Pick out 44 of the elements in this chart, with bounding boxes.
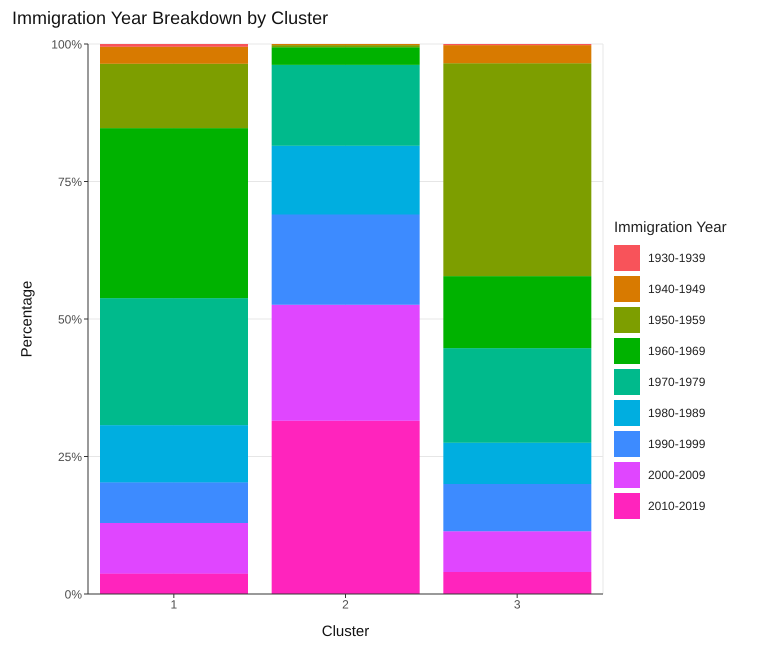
bar <box>100 482 248 524</box>
y-tick-label: 50% <box>58 312 82 326</box>
legend-label: 2010-2019 <box>648 498 706 512</box>
y-axis-title: Percentage <box>18 280 36 358</box>
bar <box>272 304 420 421</box>
x-tick-label: 3 <box>514 598 521 612</box>
bar <box>443 531 592 572</box>
bar <box>272 64 420 146</box>
bar <box>100 128 248 298</box>
legend-label: 1960-1969 <box>648 344 706 358</box>
bar <box>443 276 592 348</box>
x-tick-label: 1 <box>170 598 178 612</box>
legend-title: Immigration Year <box>614 219 727 236</box>
bar <box>443 572 592 594</box>
legend-label: 1990-1999 <box>648 436 706 450</box>
legend-label: 2000-2009 <box>648 468 706 482</box>
y-tick-label: 25% <box>58 450 82 464</box>
chart-title: Immigration Year Breakdown by Cluster <box>11 8 330 30</box>
bar <box>100 46 248 64</box>
bar <box>272 420 420 594</box>
bar <box>443 63 592 276</box>
bar <box>100 523 248 574</box>
bar <box>443 45 592 64</box>
y-tick-label: 75% <box>58 174 82 189</box>
bar <box>100 44 248 47</box>
bar <box>272 214 420 305</box>
legend-label: 1930-1939 <box>648 250 706 264</box>
y-tick-label: 0% <box>64 587 82 602</box>
bar <box>272 47 420 65</box>
y-tick-label: 100% <box>51 37 82 52</box>
bar <box>443 348 592 443</box>
legend-label: 1950-1959 <box>648 312 706 326</box>
legend-label: 1940-1949 <box>648 282 706 296</box>
bar <box>100 574 248 594</box>
bar <box>272 146 420 214</box>
bar <box>443 484 592 532</box>
bar <box>100 298 248 426</box>
bar <box>443 442 592 484</box>
legend-label: 1980-1989 <box>648 406 706 420</box>
bar <box>100 425 248 482</box>
x-tick-label: 2 <box>342 598 350 612</box>
bar <box>100 64 248 128</box>
legend-label: 1970-1979 <box>648 374 706 388</box>
x-axis-title: Cluster <box>322 623 370 640</box>
